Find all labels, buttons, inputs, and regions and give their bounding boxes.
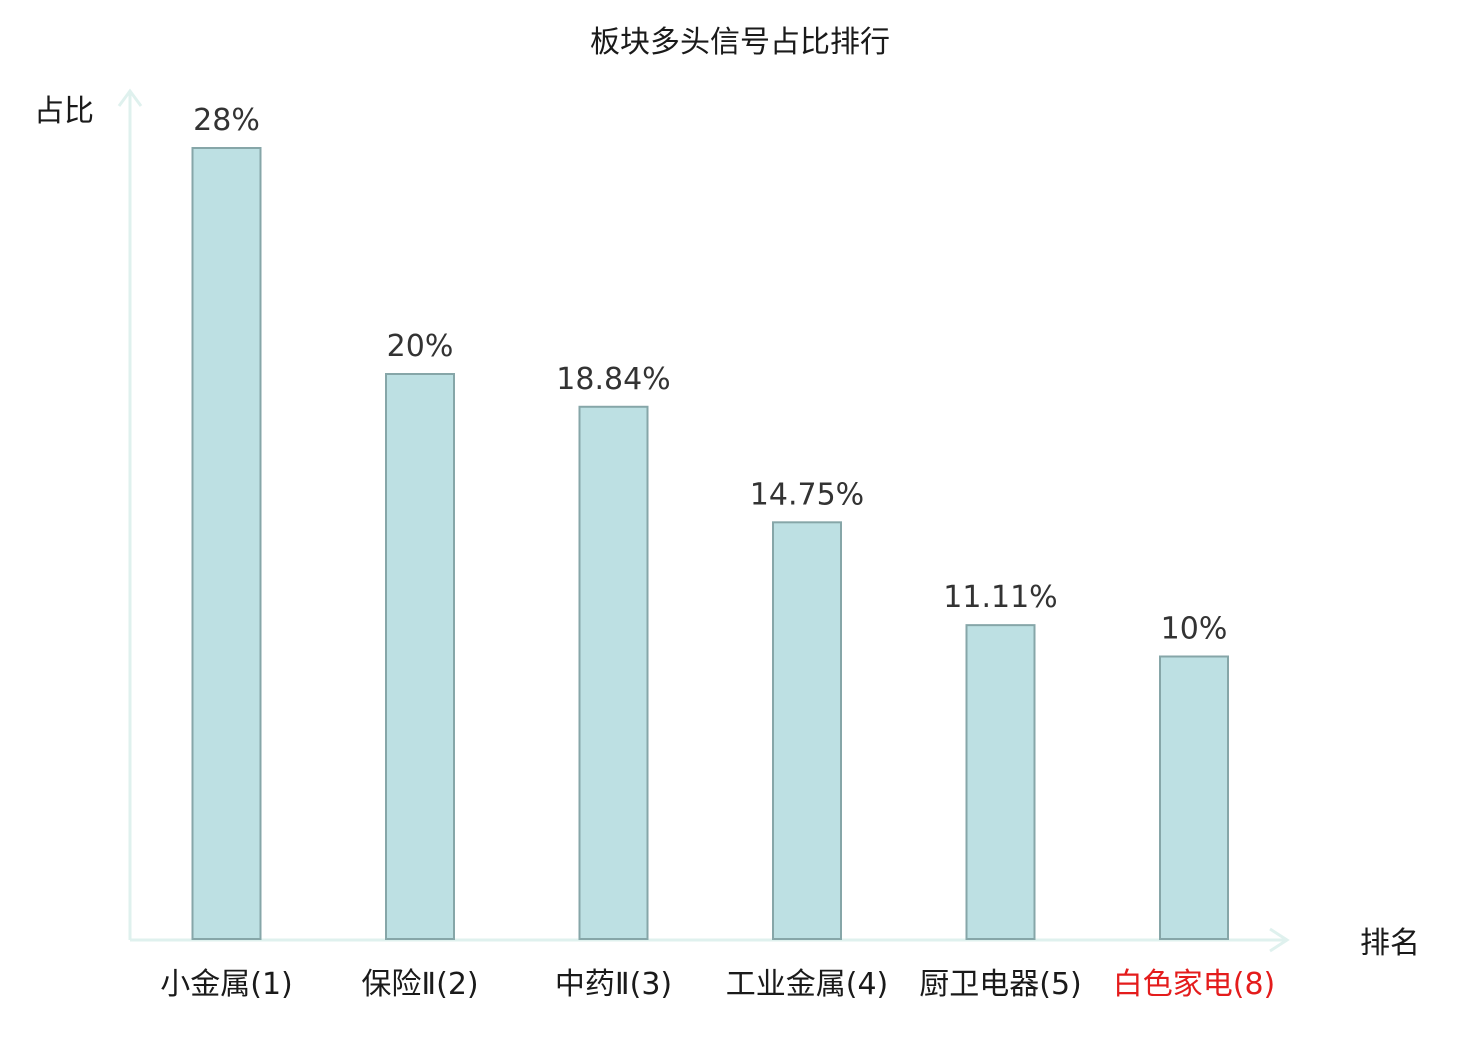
bar-3 [578,405,649,940]
category-labels: 小金属(1) 保险Ⅱ(2) 中药Ⅱ(3) 工业金属(4) 厨卫电器(5) 白色家电(8) [160,967,1275,1002]
x-axis-label: 排名 [1360,926,1420,961]
chart-title: 板块多头信号占比排行 [590,25,890,60]
y-axis-label: 占比 [34,94,94,129]
category-label-1: 小金属(1) [160,967,293,1002]
bar-2 [385,373,455,940]
x-axis-arrow [1269,927,1290,953]
category-label-6: 白色家电(8) [1113,967,1276,1002]
data-label-3: 18.84% [556,362,670,397]
data-label-4: 14.75% [750,477,864,512]
bar-5 [965,624,1036,941]
data-labels: 28% 20% 18.84% 14.75% 11.11% 10% [193,103,1227,647]
bar-4 [772,521,842,940]
category-label-4: 工业金属(4) [726,967,889,1002]
data-label-6: 10% [1161,612,1228,647]
category-label-3: 中药Ⅱ(3) [555,967,672,1002]
category-label-2: 保险Ⅱ(2) [361,967,478,1002]
bar-series [191,147,1229,941]
bar-1 [191,147,262,940]
data-label-2: 20% [387,329,454,364]
data-label-5: 11.11% [943,580,1057,615]
bar-6 [1159,655,1229,940]
category-label-5: 厨卫电器(5) [919,967,1082,1002]
y-axis-arrow [117,88,143,107]
data-label-1: 28% [193,103,260,138]
